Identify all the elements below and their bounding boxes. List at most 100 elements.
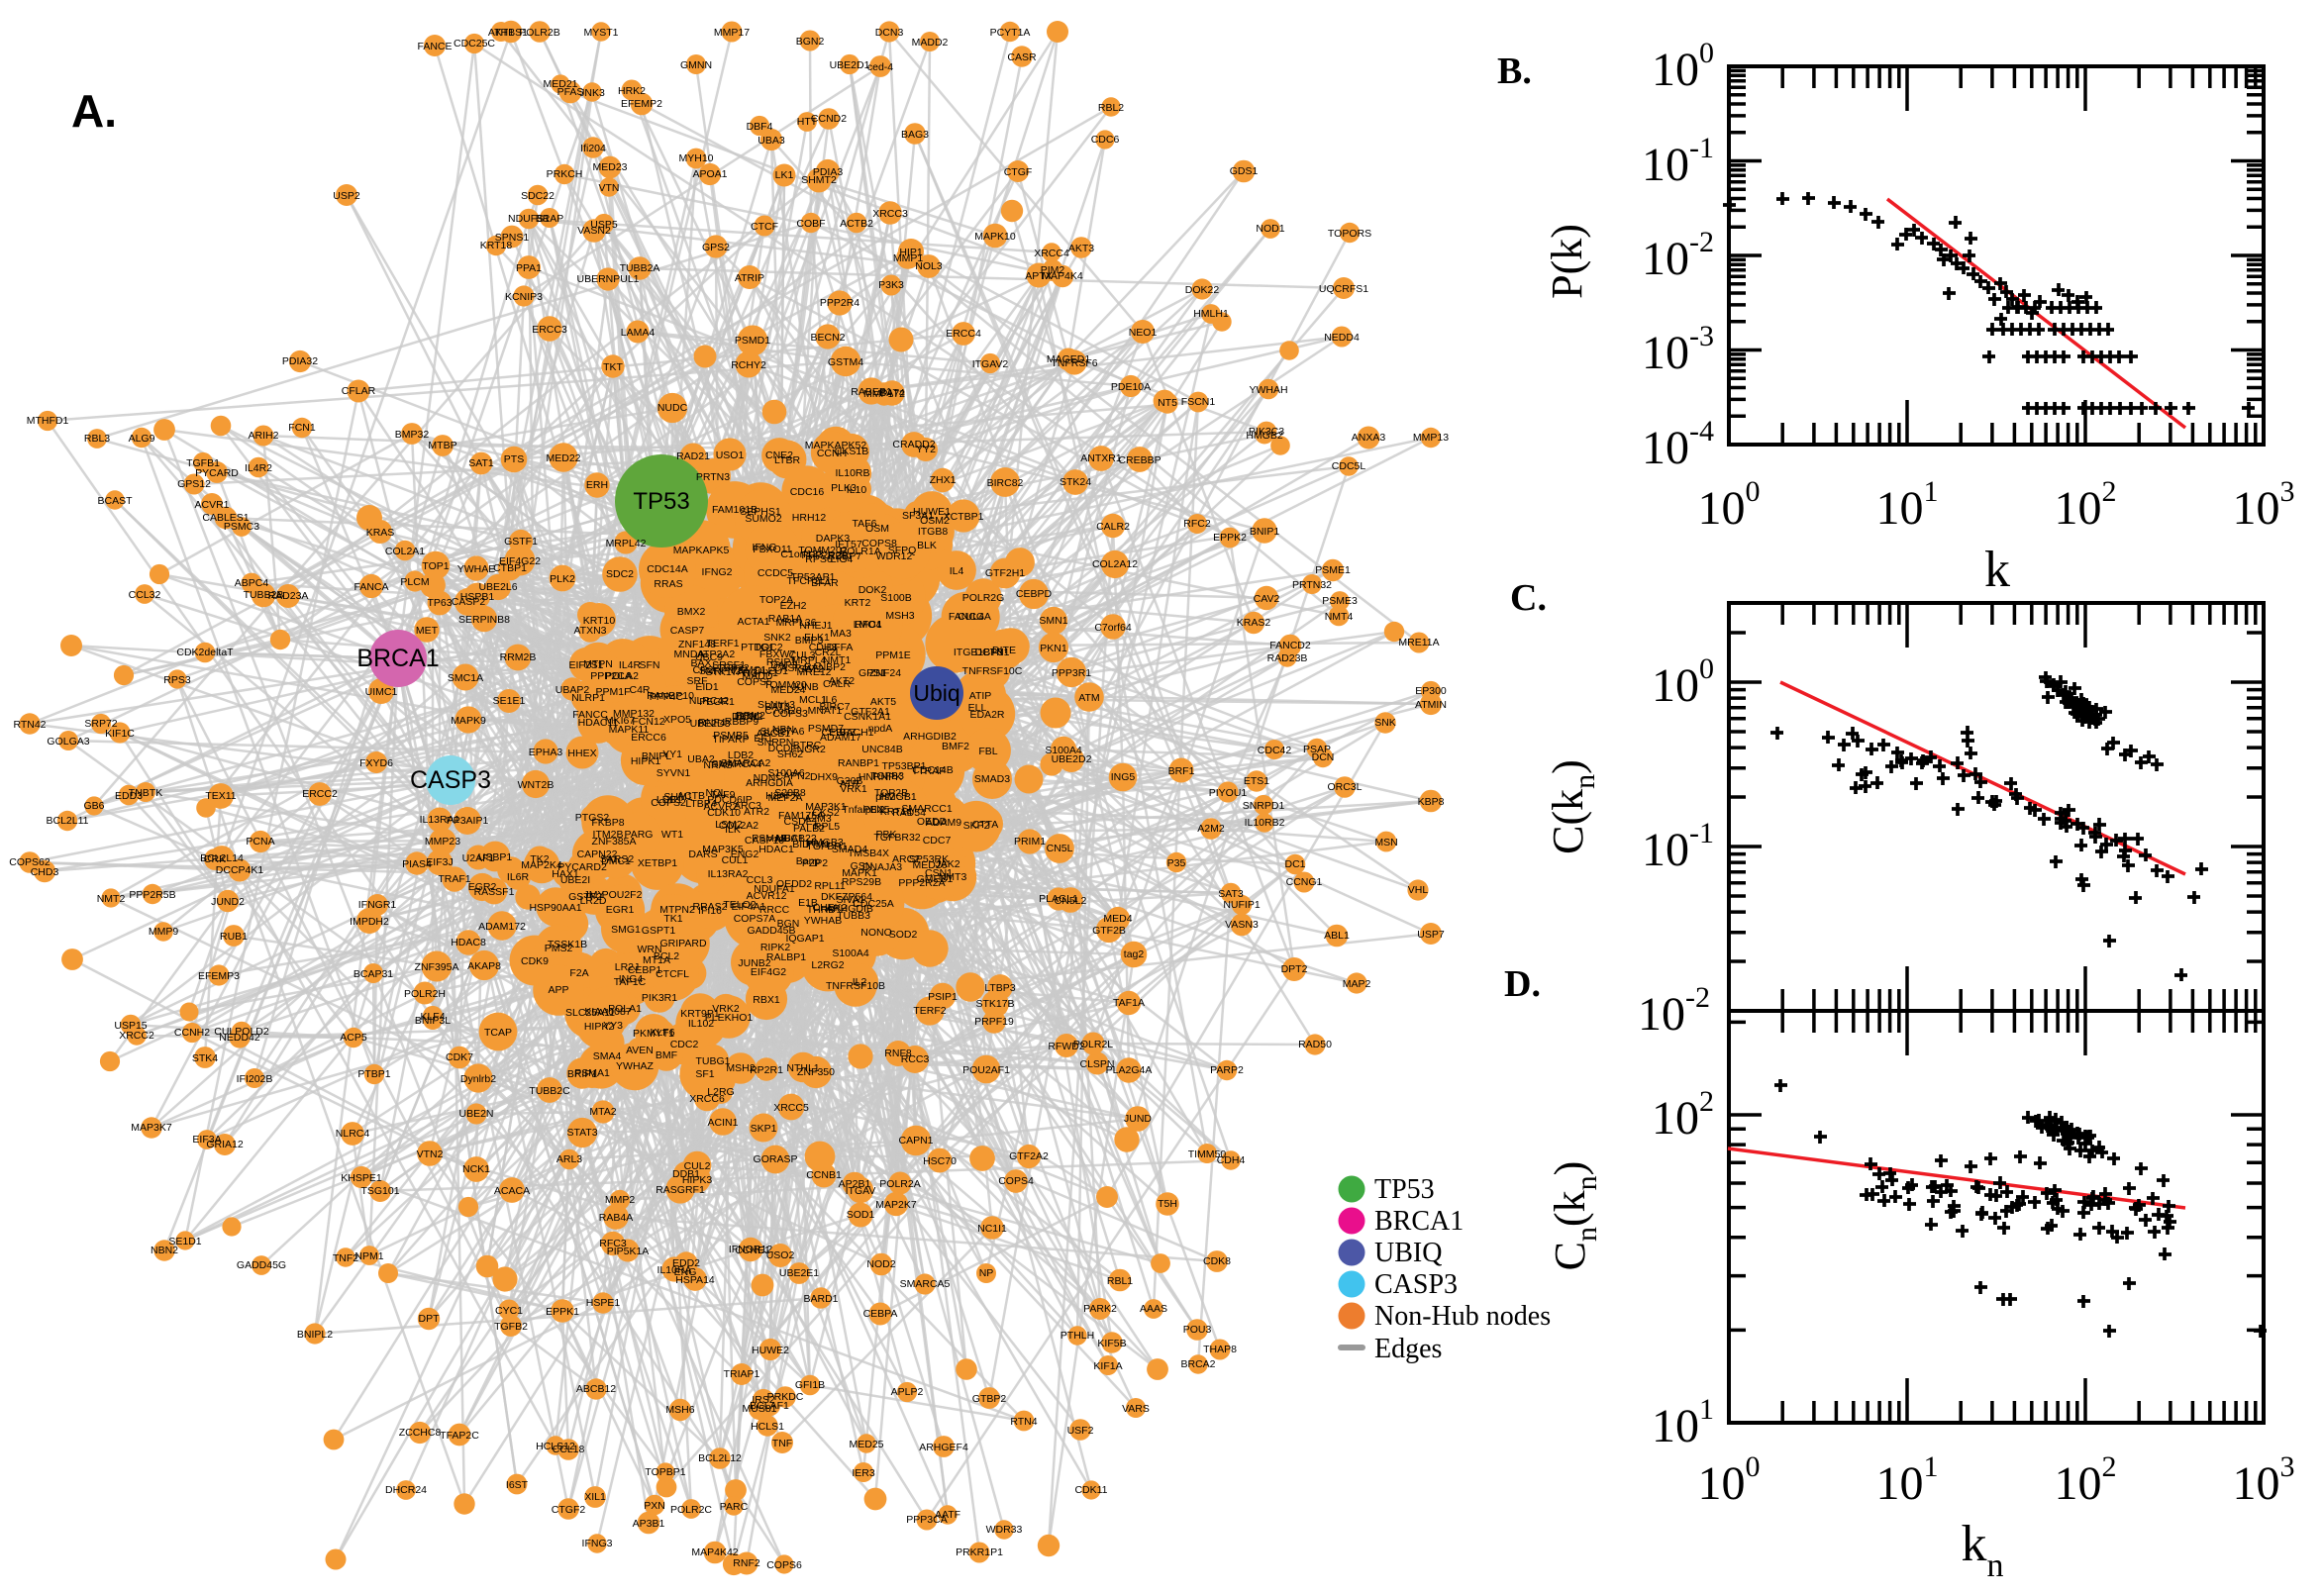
svg-text:BRCA2: BRCA2 [1180,1358,1215,1370]
svg-text:WNT2B: WNT2B [518,779,555,791]
svg-text:ERCC2: ERCC2 [302,788,338,800]
svg-text:TNFRSF10C: TNFRSF10C [962,665,1023,677]
svg-text:WT1: WT1 [661,829,683,841]
svg-text:FBL: FBL [978,746,997,757]
svg-text:SNK: SNK [1374,717,1396,729]
svg-text:NTHL1: NTHL1 [786,1062,819,1074]
svg-text:TP53: TP53 [1374,1174,1435,1205]
svg-text:ANTXR1: ANTXR1 [1080,452,1122,464]
svg-text:MMP9: MMP9 [149,926,178,938]
svg-text:POLR2H: POLR2H [404,988,446,1000]
svg-text:L2RG2: L2RG2 [811,959,844,971]
svg-text:SFPQ: SFPQ [888,545,917,556]
svg-text:NBN2: NBN2 [151,1245,178,1256]
svg-text:GRIPARD: GRIPARD [659,938,706,949]
svg-text:102: 102 [2055,1450,2117,1510]
svg-text:NONO: NONO [860,927,892,939]
svg-text:HSPA14: HSPA14 [675,1274,715,1286]
svg-text:ACTA1: ACTA1 [737,616,769,628]
svg-text:RNF2: RNF2 [733,1557,760,1569]
svg-text:CNE2: CNE2 [765,449,793,461]
svg-text:AAAS: AAAS [1140,1303,1167,1315]
svg-text:A.: A. [71,85,117,137]
svg-text:UBE2E1: UBE2E1 [779,1267,819,1279]
svg-text:UBC9: UBC9 [695,651,723,663]
svg-text:SKP1: SKP1 [751,1123,777,1135]
svg-text:T5H: T5H [1158,1198,1177,1210]
svg-text:LK1: LK1 [775,169,794,181]
svg-text:STK24: STK24 [1060,476,1091,488]
svg-text:SMC1A: SMC1A [448,672,483,684]
svg-text:CEBPD: CEBPD [1016,588,1053,600]
svg-text:F2A: F2A [569,967,588,979]
svg-text:FANCE: FANCE [417,41,452,52]
svg-text:PTHLH: PTHLH [1060,1330,1094,1342]
svg-text:MED25: MED25 [849,1439,883,1450]
svg-text:NMT2: NMT2 [97,893,126,905]
svg-text:CTGF: CTGF [1004,166,1033,178]
svg-text:IL10RB2: IL10RB2 [1245,817,1285,829]
svg-text:CDK9: CDK9 [521,955,549,967]
svg-text:USF2: USF2 [1067,1425,1094,1437]
svg-text:10-3: 10-3 [1642,320,1714,379]
svg-text:npdA: npdA [868,723,893,735]
svg-text:AVEN: AVEN [626,1045,654,1056]
svg-text:KLF6: KLF6 [650,1027,674,1039]
svg-text:GSTM4: GSTM4 [828,356,863,368]
svg-text:10-4: 10-4 [1642,415,1714,474]
svg-text:CDC16: CDC16 [790,486,825,498]
svg-text:102: 102 [2055,475,2117,535]
svg-text:SAT1: SAT1 [468,457,494,469]
svg-text:PPP2R5B: PPP2R5B [129,889,175,901]
svg-text:IL10: IL10 [847,484,867,496]
svg-text:UBE2N: UBE2N [458,1108,493,1120]
svg-text:WDR33: WDR33 [986,1524,1023,1536]
svg-text:IL13RA2: IL13RA2 [708,868,749,880]
svg-text:USO1: USO1 [716,449,745,461]
svg-text:EDD3: EDD3 [115,790,143,802]
svg-text:COL2A2: COL2A2 [719,820,758,832]
svg-text:HRH12: HRH12 [792,512,827,524]
svg-text:PLK2: PLK2 [550,573,575,585]
svg-text:100: 100 [1652,37,1714,96]
svg-text:CTGF2: CTGF2 [552,1504,586,1516]
svg-text:TSSK1B: TSSK1B [548,939,587,950]
svg-text:HSC70: HSC70 [923,1155,957,1167]
svg-text:PCNA: PCNA [246,836,274,848]
svg-text:NOD2: NOD2 [866,1258,895,1270]
svg-text:CN5L: CN5L [1047,843,1073,854]
svg-text:TEX11: TEX11 [205,790,236,802]
svg-text:BIRC82: BIRC82 [987,477,1024,489]
svg-text:TGFB3: TGFB3 [870,770,904,782]
svg-text:MYH10: MYH10 [678,152,713,164]
svg-text:A2M3: A2M3 [804,813,832,825]
svg-text:CDC14A: CDC14A [647,563,687,575]
svg-text:FBXO11: FBXO11 [753,544,792,555]
svg-text:GB6: GB6 [83,800,104,812]
svg-text:GSPT1: GSPT1 [642,925,676,937]
svg-text:PCYT1A: PCYT1A [990,27,1031,39]
svg-text:TOPBP1: TOPBP1 [645,1466,685,1478]
svg-text:PTS: PTS [504,453,524,465]
svg-text:SERPINB8: SERPINB8 [458,614,510,626]
svg-text:Ifi204: Ifi204 [580,143,606,154]
svg-text:CSNK1A1: CSNK1A1 [844,711,891,723]
svg-text:POLR2A: POLR2A [879,1178,920,1190]
svg-text:TOPORS: TOPORS [1328,228,1371,240]
svg-text:BRCA1: BRCA1 [356,645,439,672]
svg-text:MED23: MED23 [592,161,627,173]
svg-text:IL2: IL2 [853,976,867,988]
svg-text:101: 101 [1876,1450,1939,1510]
svg-text:IL4: IL4 [950,565,964,577]
svg-text:MTA2: MTA2 [589,1106,616,1118]
svg-text:MMP172: MMP172 [863,388,905,400]
svg-text:RRM2B: RRM2B [500,651,537,663]
svg-text:GFI1B: GFI1B [795,1379,825,1391]
svg-text:CCL18: CCL18 [553,1444,585,1455]
svg-text:pfs2: pfs2 [875,791,895,803]
svg-text:CDC14B: CDC14B [912,764,953,776]
svg-text:JNK3: JNK3 [579,87,605,99]
svg-text:CR2: CR2 [692,664,713,676]
svg-text:101: 101 [1876,475,1939,535]
svg-text:BRF1: BRF1 [1168,765,1195,777]
